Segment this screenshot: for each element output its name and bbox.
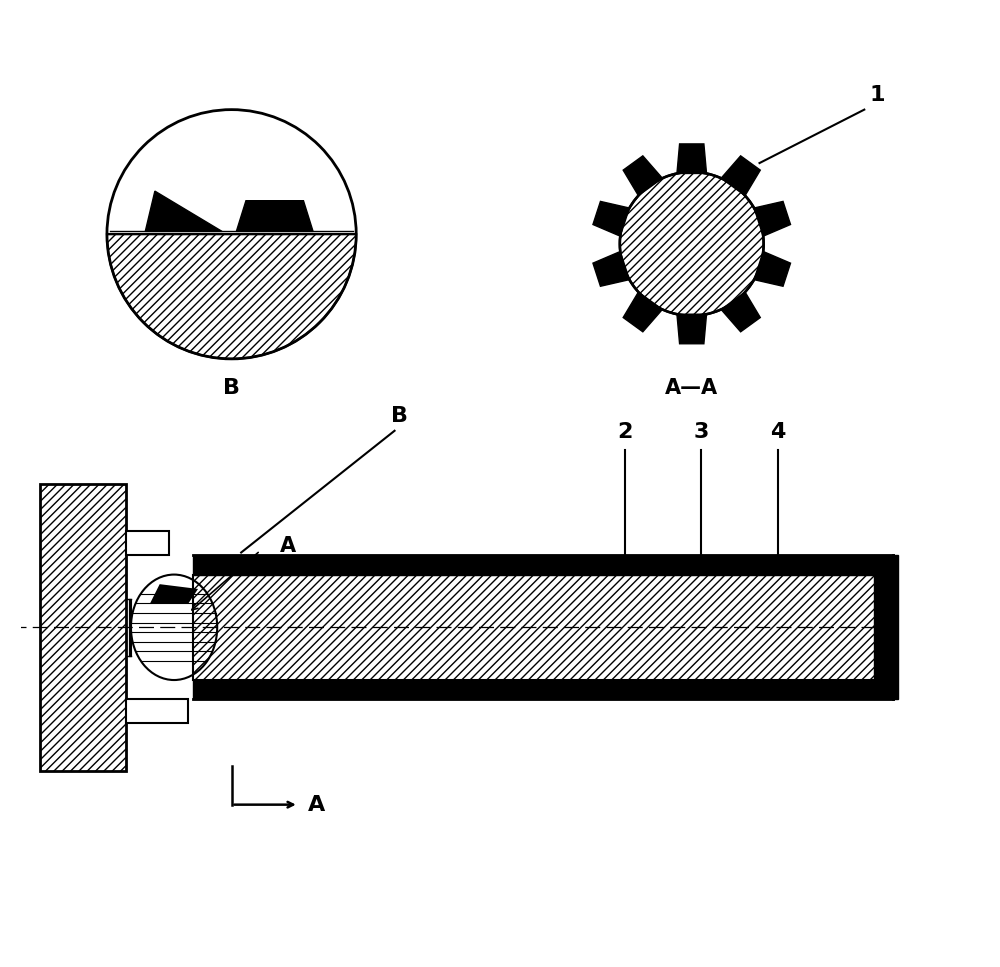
Bar xyxy=(40,484,126,771)
Text: B: B xyxy=(223,378,240,398)
Text: 3: 3 xyxy=(694,423,709,442)
Text: B: B xyxy=(391,406,408,426)
Bar xyxy=(874,555,898,699)
Polygon shape xyxy=(754,201,791,236)
Polygon shape xyxy=(561,680,609,699)
Polygon shape xyxy=(107,109,356,234)
Text: 1: 1 xyxy=(869,85,885,104)
Text: A: A xyxy=(280,536,296,556)
Polygon shape xyxy=(222,680,299,699)
Polygon shape xyxy=(236,201,313,231)
Polygon shape xyxy=(203,555,260,574)
Text: A—A: A—A xyxy=(665,378,718,398)
Bar xyxy=(126,532,169,555)
Polygon shape xyxy=(721,292,760,332)
Text: A: A xyxy=(308,795,326,814)
Polygon shape xyxy=(623,156,662,195)
Text: 2: 2 xyxy=(617,423,632,442)
Polygon shape xyxy=(593,251,629,286)
Polygon shape xyxy=(620,172,764,316)
Polygon shape xyxy=(677,144,707,173)
Bar xyxy=(193,680,874,699)
Bar xyxy=(193,574,893,680)
Polygon shape xyxy=(754,251,791,286)
Text: 4: 4 xyxy=(770,423,786,442)
Polygon shape xyxy=(150,584,198,603)
Polygon shape xyxy=(623,292,662,332)
Bar xyxy=(193,555,874,574)
Polygon shape xyxy=(561,555,609,574)
Polygon shape xyxy=(107,234,356,359)
Bar xyxy=(126,699,188,723)
Polygon shape xyxy=(593,201,629,236)
Polygon shape xyxy=(721,156,760,195)
Polygon shape xyxy=(145,191,222,231)
Polygon shape xyxy=(677,314,707,343)
